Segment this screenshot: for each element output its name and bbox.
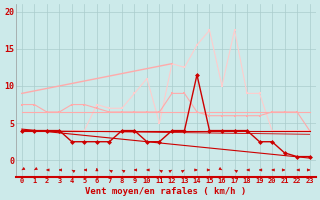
X-axis label: Vent moyen/en rafales ( km/h ): Vent moyen/en rafales ( km/h ) (85, 187, 246, 196)
